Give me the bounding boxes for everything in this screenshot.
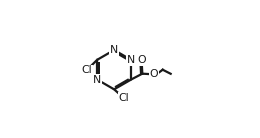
Text: Cl: Cl — [82, 65, 92, 75]
Text: O: O — [138, 55, 146, 65]
Text: Cl: Cl — [118, 93, 129, 103]
Text: N: N — [127, 55, 135, 65]
Text: O: O — [150, 69, 158, 79]
Text: N: N — [110, 45, 118, 55]
Text: N: N — [93, 75, 101, 84]
